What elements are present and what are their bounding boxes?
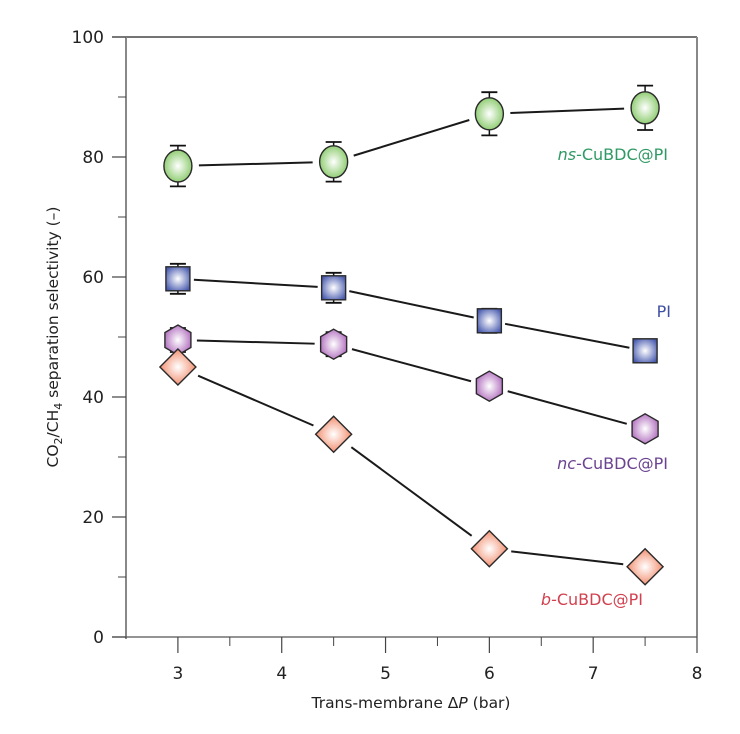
x-tick-label: 8 bbox=[692, 664, 703, 684]
y-tick-label: 20 bbox=[82, 508, 104, 528]
series-label-text: -CuBDC@PI bbox=[551, 590, 643, 609]
x-tick-label: 3 bbox=[172, 664, 183, 684]
data-point-square bbox=[476, 308, 503, 334]
series-lines bbox=[193, 107, 630, 566]
data-point-square bbox=[165, 266, 191, 292]
series-label: nc-CuBDC@PI bbox=[557, 454, 668, 473]
series-line-segment bbox=[353, 119, 470, 157]
plot-frame bbox=[112, 36, 698, 639]
y-tick-label: 80 bbox=[82, 148, 104, 168]
data-point-square bbox=[632, 338, 658, 364]
series-line-segment bbox=[196, 339, 315, 345]
series-label-text: PI bbox=[657, 302, 671, 321]
series-line-segment bbox=[510, 107, 625, 114]
y-tick-label: 100 bbox=[72, 28, 104, 48]
series-label-italic: ns bbox=[558, 145, 576, 164]
data-point-hexagon bbox=[475, 370, 504, 403]
y-axis: 0 20 40 60 80 100 bbox=[72, 28, 126, 648]
data-point-diamond bbox=[626, 547, 665, 586]
series-label-italic: nc bbox=[557, 454, 576, 473]
series-label-text: -CuBDC@PI bbox=[576, 454, 668, 473]
data-point-diamond bbox=[158, 348, 197, 386]
series-label: b-CuBDC@PI bbox=[541, 590, 643, 609]
series-line-segment bbox=[350, 446, 473, 537]
series-line-segment bbox=[504, 322, 630, 349]
data-point-circle bbox=[630, 91, 660, 125]
data-point-diamond bbox=[470, 529, 509, 568]
x-tick-label: 4 bbox=[276, 664, 287, 684]
x-tick-label: 5 bbox=[380, 664, 391, 684]
y-axis-title: CO2/CH4 separation selectivity (–) bbox=[44, 207, 65, 468]
data-point-hexagon bbox=[319, 328, 348, 361]
data-point-diamond bbox=[314, 415, 353, 454]
series-label-text: -CuBDC@PI bbox=[576, 145, 668, 164]
x-axis-title: Trans-membrane ΔP (bar) bbox=[311, 694, 511, 712]
y-tick-label: 60 bbox=[82, 268, 104, 288]
x-tick-label: 6 bbox=[484, 664, 495, 684]
series-line-segment bbox=[507, 390, 628, 425]
series-line-segment bbox=[351, 348, 472, 383]
series-line-segment bbox=[193, 278, 318, 288]
data-point-circle bbox=[474, 97, 505, 131]
series-line-segment bbox=[511, 550, 624, 566]
x-axis: 3 4 5 6 7 8 bbox=[172, 637, 702, 684]
y-tick-label: 0 bbox=[93, 628, 104, 648]
error-bars bbox=[169, 84, 654, 358]
data-point-square bbox=[320, 275, 347, 301]
series-line-segment bbox=[349, 290, 474, 319]
x-tick-label: 7 bbox=[588, 664, 599, 684]
series-label: PI bbox=[657, 302, 671, 321]
data-point-hexagon bbox=[631, 412, 659, 445]
data-point-circle bbox=[163, 149, 193, 183]
data-point-circle bbox=[318, 145, 349, 179]
series-markers bbox=[158, 91, 665, 586]
series-label-italic: b bbox=[541, 590, 551, 609]
series-label: ns-CuBDC@PI bbox=[558, 145, 668, 164]
series-line-segment bbox=[197, 374, 314, 427]
series-line-segment bbox=[198, 161, 313, 167]
y-tick-label: 40 bbox=[82, 388, 104, 408]
